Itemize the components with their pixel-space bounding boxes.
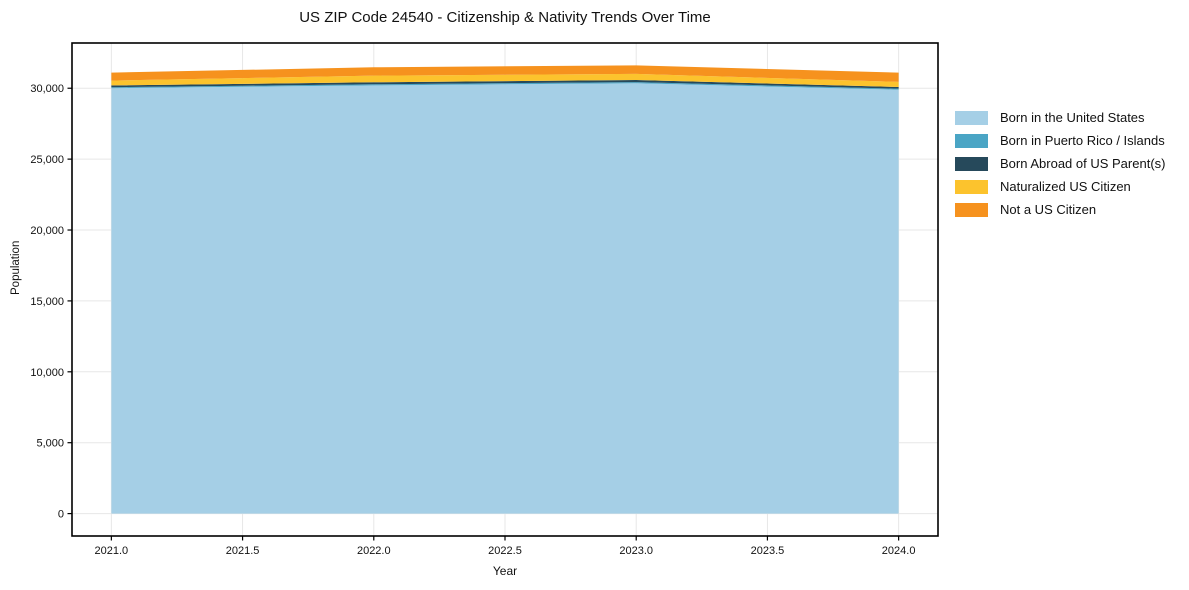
legend-item-naturalized-us-citizen: Naturalized US Citizen [955, 175, 1165, 198]
y-tick-label: 10,000 [30, 367, 64, 379]
area-series-born-in-the-united-states [111, 83, 899, 514]
legend-label: Born Abroad of US Parent(s) [1000, 156, 1166, 171]
axes-ticks: 2021.0 2021.5 2022.0 2022.5 2023.0 2023.5 2024… [30, 83, 915, 557]
legend-swatch [955, 156, 988, 171]
x-tick-label: 2023.0 [619, 545, 653, 557]
area-series-not-a-us-citizen [111, 65, 899, 82]
legend: Born in the United States Born in Puerto … [955, 106, 1165, 221]
x-axis-label: Year [492, 564, 518, 578]
y-tick-label: 0 [58, 509, 64, 521]
area-series-born-abroad-of-us-parent-s [111, 80, 899, 89]
chart-title: US ZIP Code 24540 - Citizenship & Nativi… [299, 9, 711, 26]
y-tick-label: 30,000 [30, 83, 64, 95]
legend-label: Naturalized US Citizen [1000, 179, 1131, 194]
x-tick-label: 2021.0 [95, 545, 129, 557]
x-tick-label: 2021.5 [226, 545, 260, 557]
x-tick-label: 2022.5 [488, 545, 522, 557]
area-series-naturalized-us-citizen [111, 73, 899, 87]
y-tick-label: 20,000 [30, 225, 64, 237]
y-tick-label: 15,000 [30, 296, 64, 308]
legend-label: Born in the United States [1000, 110, 1145, 125]
y-tick-label: 5,000 [36, 438, 64, 450]
area-series-born-in-puerto-rico-islands [111, 82, 899, 90]
legend-item-born-in-puerto-rico-islands: Born in Puerto Rico / Islands [955, 129, 1165, 152]
legend-item-born-abroad-of-us-parent-s: Born Abroad of US Parent(s) [955, 152, 1165, 175]
y-axis-label: Population [10, 240, 22, 295]
legend-item-born-in-the-united-states: Born in the United States [955, 106, 1165, 129]
x-tick-label: 2023.5 [751, 545, 785, 557]
x-tick-label: 2024.0 [882, 545, 916, 557]
legend-label: Born in Puerto Rico / Islands [1000, 133, 1165, 148]
legend-swatch [955, 110, 988, 125]
legend-item-not-a-us-citizen: Not a US Citizen [955, 198, 1165, 221]
y-tick-label: 25,000 [30, 154, 64, 166]
legend-swatch [955, 202, 988, 217]
legend-label: Not a US Citizen [1000, 202, 1097, 217]
legend-swatch [955, 133, 988, 148]
x-tick-label: 2022.0 [357, 545, 391, 557]
legend-swatch [955, 179, 988, 194]
